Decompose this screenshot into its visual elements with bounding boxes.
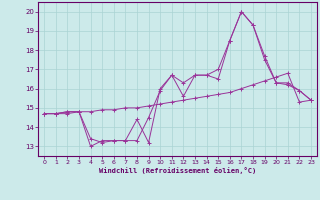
X-axis label: Windchill (Refroidissement éolien,°C): Windchill (Refroidissement éolien,°C) [99, 167, 256, 174]
